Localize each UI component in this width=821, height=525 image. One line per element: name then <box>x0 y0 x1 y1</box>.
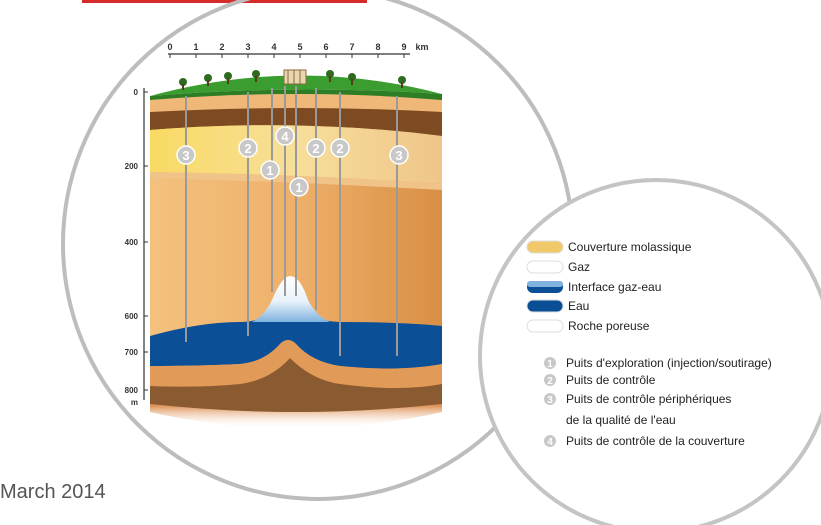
legend-well-label: Puits de contrôle <box>566 373 656 387</box>
legend-well-label-line2: de la qualité de l'eau <box>566 413 676 427</box>
depth-tick-label: 0 <box>134 88 139 97</box>
deep-dark-layer <box>150 358 442 412</box>
legend-layer-label: Eau <box>568 299 589 313</box>
legend-well-label: Puits d'exploration (injection/soutirage… <box>566 356 772 370</box>
km-tick-label: 6 <box>323 42 328 52</box>
well-badge <box>176 145 196 165</box>
depth-tick-label: 400 <box>125 238 139 247</box>
legend-well-label: Puits de contrôle périphériques <box>566 392 731 406</box>
legend-swatch <box>526 299 564 313</box>
km-tick-label: 5 <box>297 42 302 52</box>
well-number-label: 3 <box>395 148 402 163</box>
lower-rock-band <box>150 340 442 388</box>
gas-reservoir <box>252 276 330 322</box>
legend-well-badge <box>544 374 556 386</box>
well-number-label: 1 <box>266 163 273 178</box>
legend-layer-label: Gaz <box>568 260 590 274</box>
legend-layer-label: Roche poreuse <box>568 319 650 333</box>
km-tick-label: 4 <box>271 42 276 52</box>
depth-tick-label: 800 <box>125 386 139 395</box>
well-number-label: 2 <box>244 141 251 156</box>
depth-axis: 0 200 400 600 700 800 m <box>125 88 148 407</box>
km-tick-label: 1 <box>193 42 198 52</box>
footer-date: March 2014 <box>0 481 106 503</box>
legend-layer-label: Interface gaz-eau <box>568 280 661 294</box>
well-number-label: 2 <box>312 141 319 156</box>
legend-well-label: Puits de contrôle de la couverture <box>566 434 745 448</box>
depth-unit-label: m <box>131 398 138 407</box>
legend: Couverture molassique Gaz Interface gaz-ea… <box>526 240 772 448</box>
legend-well-number: 3 <box>547 395 553 406</box>
well-badge <box>260 160 280 180</box>
grass-edge <box>150 89 442 100</box>
km-tick-label: 2 <box>219 42 224 52</box>
legend-swatch <box>526 319 564 333</box>
depth-tick-label: 700 <box>125 348 139 357</box>
depth-tick-label: 200 <box>125 162 139 171</box>
km-tick-label: 3 <box>245 42 250 52</box>
km-tick-label: 0 <box>167 42 172 52</box>
legend-well-badge <box>544 435 556 447</box>
surface-trees <box>179 70 406 90</box>
base-shadow <box>150 404 442 429</box>
well-badge <box>330 138 350 158</box>
km-scale-axis: 0 1 2 3 4 5 6 7 8 9 km <box>167 42 429 58</box>
legend-well-number: 4 <box>547 437 553 448</box>
well-badge <box>306 138 326 158</box>
legend-layer-label: Couverture molassique <box>568 240 692 254</box>
legend-swatch <box>526 260 564 274</box>
well-number-label: 4 <box>281 129 289 144</box>
aquifer-water-layer <box>150 285 442 369</box>
legend-swatch <box>526 240 564 254</box>
well-number-label: 3 <box>182 148 189 163</box>
legend-well-number: 2 <box>547 376 553 387</box>
km-tick-label: 8 <box>375 42 380 52</box>
surface-facility-icon <box>283 69 307 85</box>
km-unit-label: km <box>415 42 428 52</box>
legend-swatch-top <box>527 281 563 287</box>
well-number-label: 1 <box>295 180 302 195</box>
well-badge <box>238 138 258 158</box>
well-number-label: 2 <box>336 141 343 156</box>
km-tick-label: 7 <box>349 42 354 52</box>
red-header-bar <box>82 0 367 3</box>
well-badge <box>389 145 409 165</box>
depth-tick-label: 600 <box>125 312 139 321</box>
well-badge <box>275 126 295 146</box>
legend-circle <box>478 178 821 525</box>
ground-surface-grass <box>150 75 442 96</box>
well-badge <box>289 177 309 197</box>
legend-well-number: 1 <box>547 359 553 370</box>
legend-well-badge <box>544 357 556 369</box>
legend-well-badge <box>544 393 556 405</box>
km-tick-label: 9 <box>401 42 406 52</box>
